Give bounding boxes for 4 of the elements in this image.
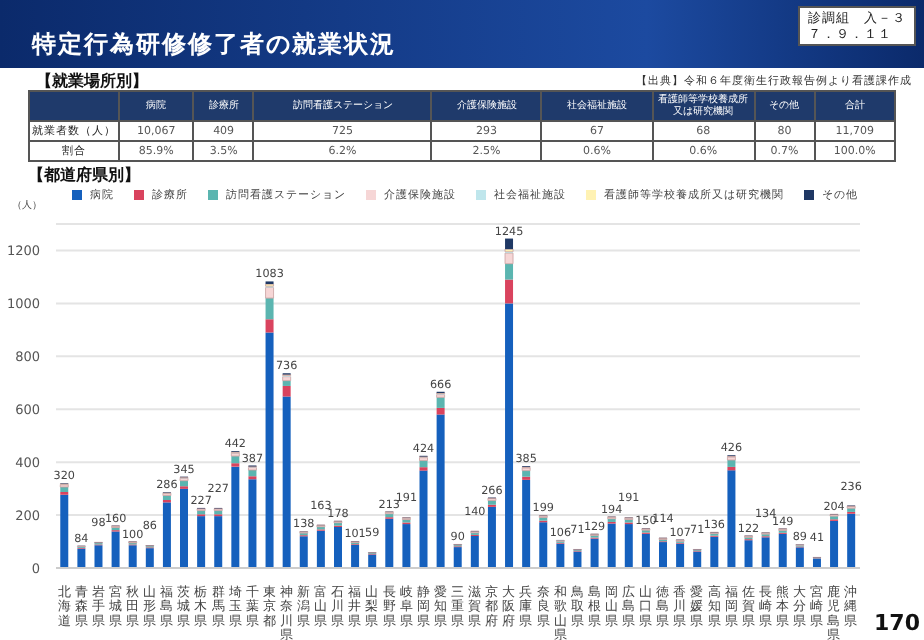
text: 【就業場所別】 [36, 70, 148, 92]
text: 170 [874, 610, 920, 636]
text: 特定行為研修修了者の就業状況 [32, 28, 396, 62]
chart-title: 【都道府県別】 [28, 164, 140, 186]
